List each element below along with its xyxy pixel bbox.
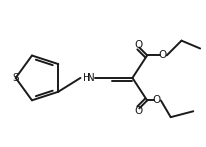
Text: H: H [82,73,90,83]
Text: O: O [158,50,166,60]
Text: O: O [152,96,160,106]
Text: S: S [12,73,19,83]
Text: N: N [87,73,95,83]
Text: O: O [133,106,142,116]
Text: O: O [133,40,142,50]
